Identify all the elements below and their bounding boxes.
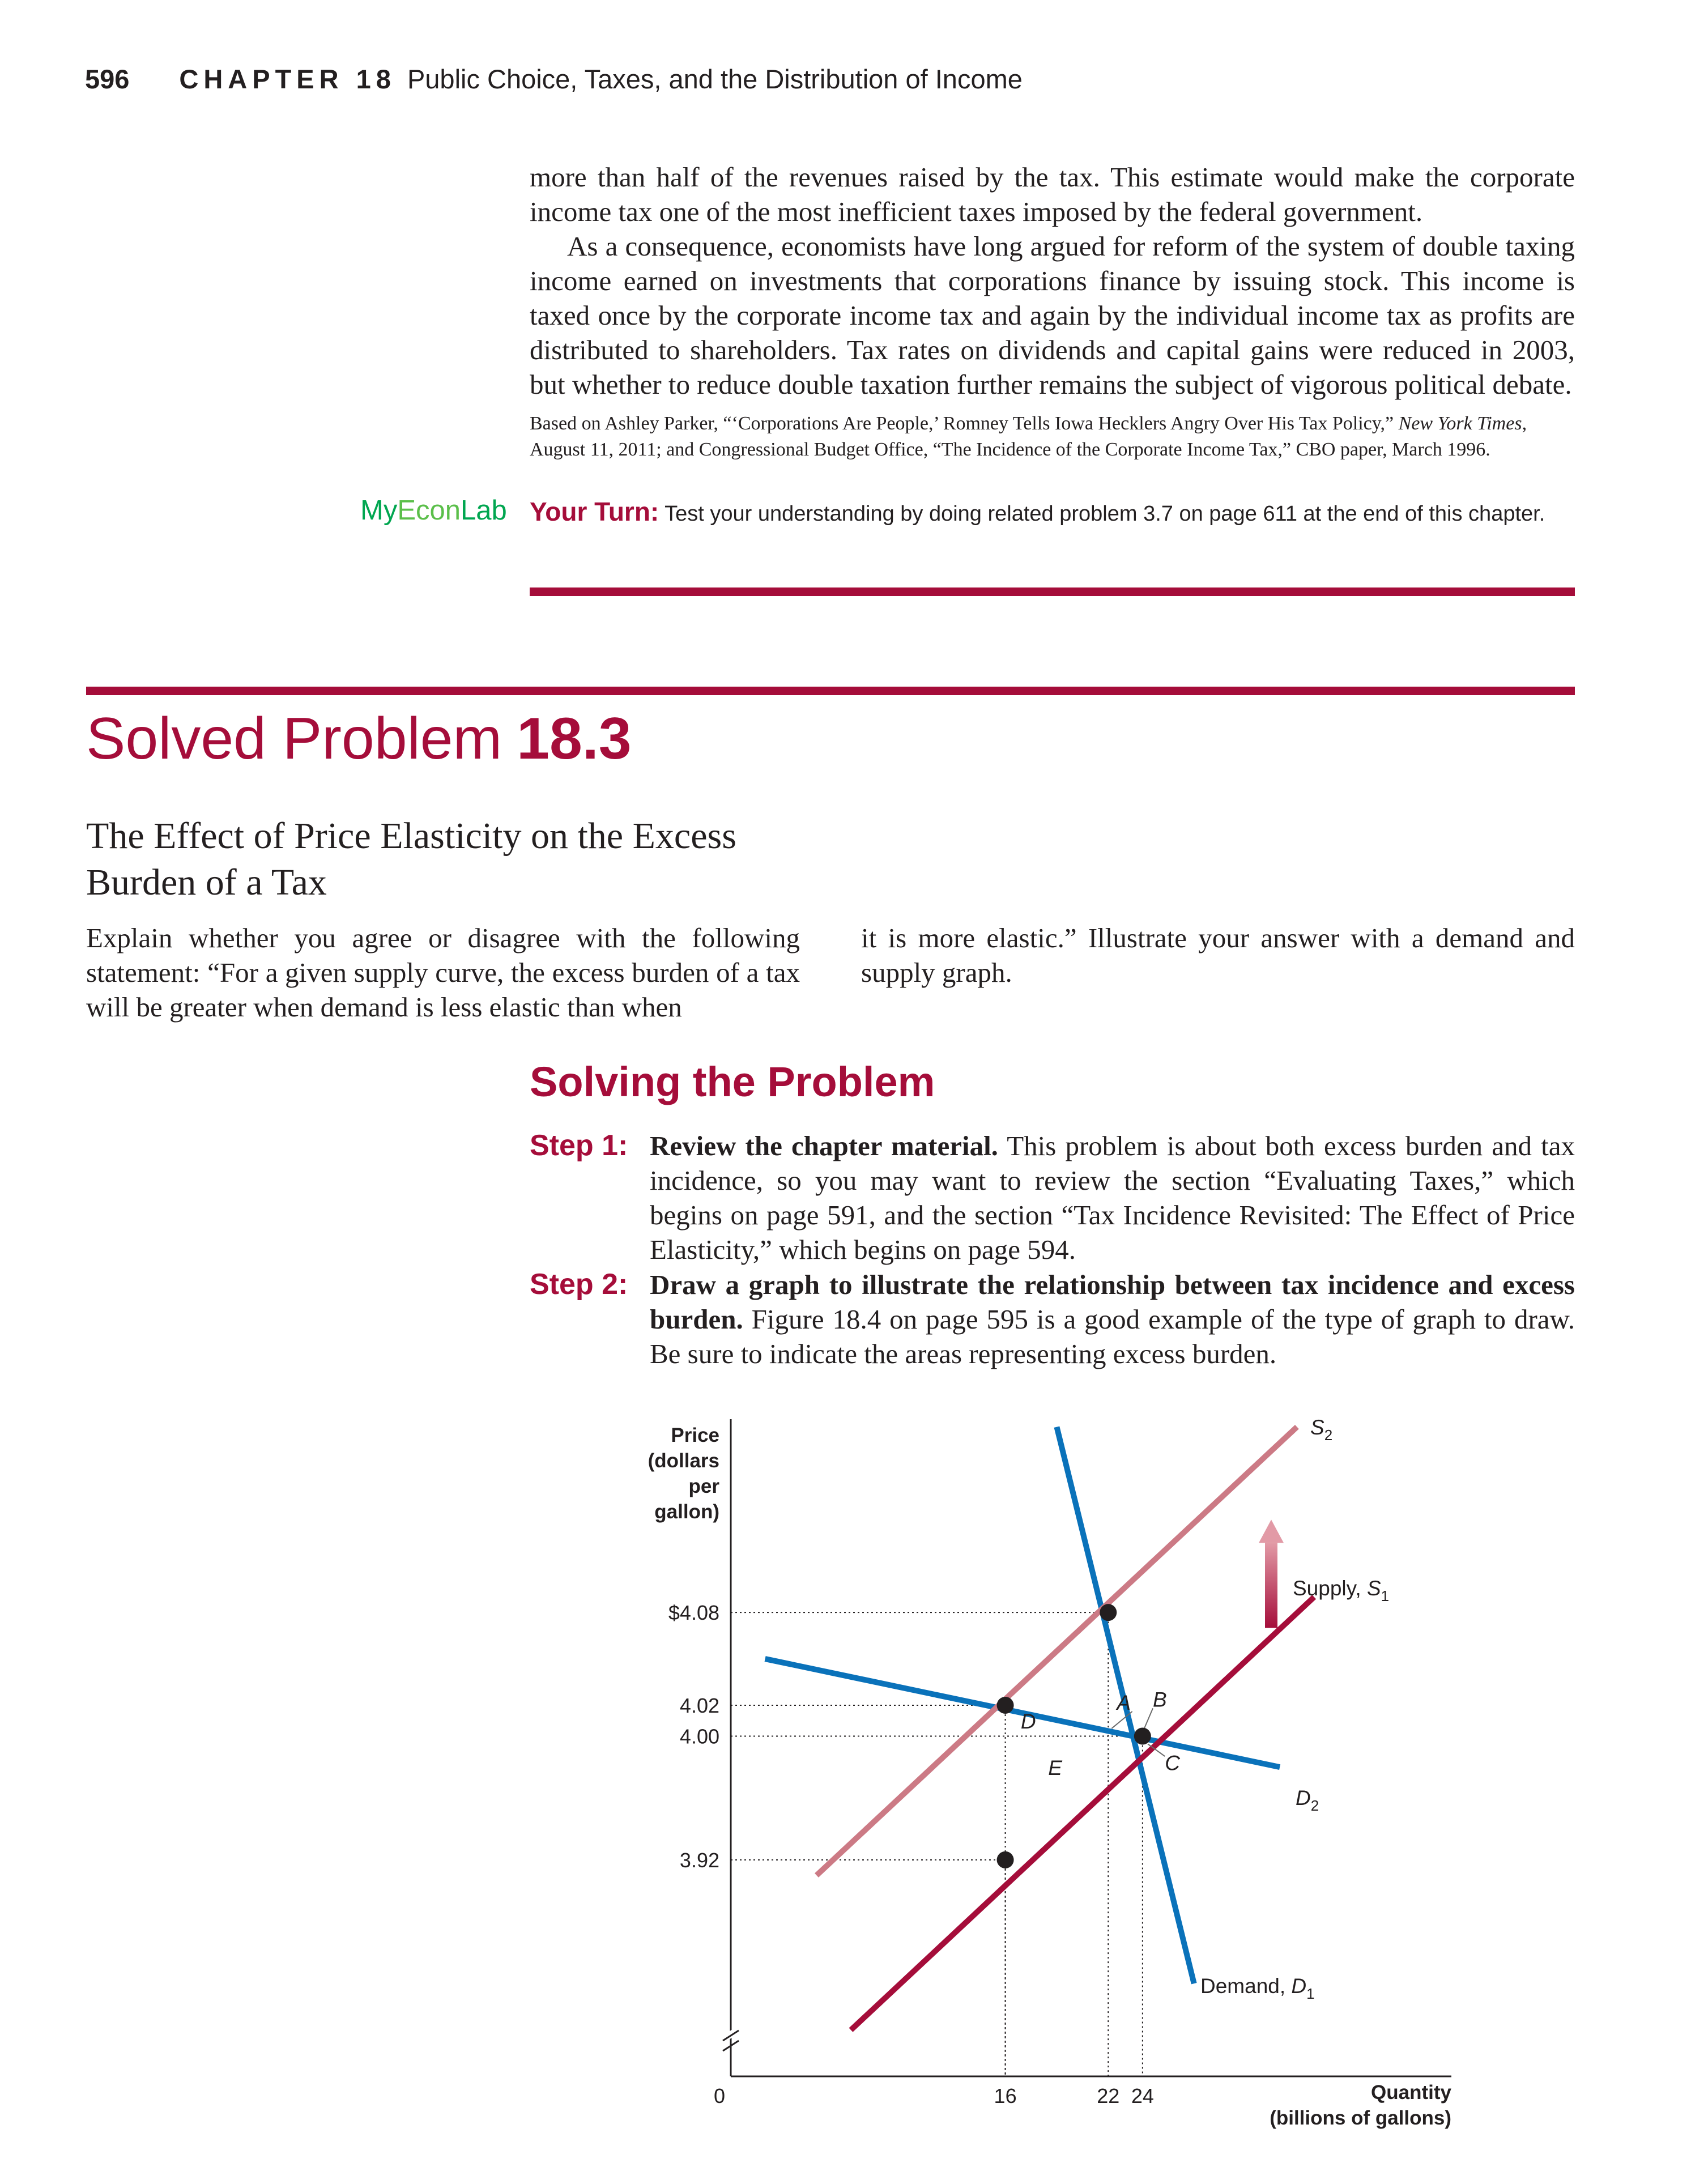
axis-break-mark xyxy=(722,2029,739,2042)
curve-D1 xyxy=(1054,1426,1197,1985)
myeconlab-logo: MyEconLab xyxy=(360,495,507,526)
logo-econ: Econ xyxy=(397,495,461,526)
intro-paragraph-2: As a consequence, economists have long a… xyxy=(530,231,1575,400)
y-tick-label: 4.00 xyxy=(680,1725,719,1748)
step-1-label: Step 1: xyxy=(530,1129,628,1162)
x-tick-label: 16 xyxy=(994,2084,1017,2108)
chapter-title: Public Choice, Taxes, and the Distributi… xyxy=(407,64,1023,94)
origin-label: 0 xyxy=(714,2084,725,2108)
y-tick-label: $4.08 xyxy=(668,1601,719,1624)
step-2-label: Step 2: xyxy=(530,1268,628,1301)
intro-text: more than half of the revenues raised by… xyxy=(530,160,1575,402)
source-newspaper: New York Times xyxy=(1398,413,1522,434)
equilibrium-point xyxy=(996,1696,1014,1714)
step-2-text: Draw a graph to illustrate the relations… xyxy=(650,1267,1575,1371)
y-axis-label-line: per xyxy=(689,1475,720,1497)
curve-S1 xyxy=(849,1595,1317,2032)
source-text-a: Based on Ashley Parker, “‘Corporations A… xyxy=(530,413,1399,434)
section-divider xyxy=(530,587,1575,596)
page-number: 596 xyxy=(85,64,130,94)
area-label-C: C xyxy=(1165,1752,1180,1775)
solved-problem-number: 18.3 xyxy=(517,706,632,772)
running-header: 596 CHAPTER 18 Public Choice, Taxes, and t… xyxy=(85,63,1023,95)
tax-shift-arrow-shaft xyxy=(1265,1543,1277,1628)
step-1-text: Review the chapter material. This proble… xyxy=(650,1129,1575,1267)
your-turn-lead: Your Turn: xyxy=(530,497,659,526)
your-turn-box: Your Turn: Test your understanding by do… xyxy=(530,496,1578,529)
chapter-label: CHAPTER 18 xyxy=(179,64,396,94)
x-axis-label-line: (billions of gallons) xyxy=(1270,2107,1451,2129)
y-axis-label-line: (dollars xyxy=(648,1450,719,1472)
area-label-E: E xyxy=(1048,1756,1063,1779)
area-label-D: D xyxy=(1021,1710,1036,1733)
equilibrium-point xyxy=(1134,1727,1151,1745)
logo-my: My xyxy=(360,495,398,526)
your-turn-text: Test your understanding by doing related… xyxy=(659,502,1545,526)
curve-label-D1: Demand, D1 xyxy=(1200,1974,1315,2002)
solved-problem-label: Solved Problem xyxy=(86,706,502,772)
source-text-b: , August 11, 2011; and Congressional Bud… xyxy=(530,413,1527,460)
tax-shift-arrow-head xyxy=(1259,1519,1284,1543)
solved-problem-subtitle: The Effect of Price Elasticity on the Ex… xyxy=(86,815,736,903)
area-pointer-C xyxy=(1147,1743,1165,1757)
y-axis-label-line: Price xyxy=(671,1424,719,1446)
step-2: Step 2: Draw a graph to illustrate the r… xyxy=(530,1267,1575,1381)
step-1: Step 1: Review the chapter material. Thi… xyxy=(530,1129,1575,1270)
area-label-B: B xyxy=(1153,1688,1167,1712)
x-axis-label-line: Quantity xyxy=(1371,2081,1451,2104)
step-1-body: This problem is about both excess burden… xyxy=(650,1130,1575,1265)
x-tick-label: 22 xyxy=(1097,2084,1119,2108)
area-pointer-A xyxy=(1111,1711,1133,1729)
step-2-bold: Draw a graph to illustrate the relations… xyxy=(650,1269,1575,1335)
y-axis-label-line: gallon) xyxy=(654,1501,719,1523)
step-1-bold: Review the chapter material. xyxy=(650,1130,998,1161)
curve-label-S1: Supply, S1 xyxy=(1293,1577,1389,1604)
source-citation: Based on Ashley Parker, “‘Corporations A… xyxy=(530,411,1575,463)
area-pointer-B xyxy=(1143,1708,1153,1729)
solving-heading: Solving the Problem xyxy=(530,1058,935,1105)
equilibrium-point xyxy=(996,1851,1014,1868)
curve-label-D2: D2 xyxy=(1296,1786,1319,1814)
y-tick-label: 4.02 xyxy=(680,1694,719,1717)
y-tick-label: 3.92 xyxy=(680,1849,719,1872)
axis-break-mark xyxy=(722,2040,739,2052)
axis-break-gap xyxy=(721,2026,741,2043)
x-tick-label: 24 xyxy=(1131,2084,1154,2108)
area-label-A: A xyxy=(1115,1691,1131,1714)
logo-lab: Lab xyxy=(461,495,507,526)
solved-problem-title: Solved Problem 18.3 xyxy=(86,705,632,773)
problem-statement-right: it is more elastic.” Illustrate your ans… xyxy=(861,922,1575,988)
problem-statement-left: Explain whether you agree or disagree wi… xyxy=(86,922,800,1023)
intro-paragraph-1: more than half of the revenues raised by… xyxy=(530,161,1575,227)
solved-problem-rule xyxy=(86,687,1575,695)
curve-label-S2: S2 xyxy=(1310,1416,1332,1444)
curve-D2 xyxy=(764,1656,1281,1770)
curve-S2 xyxy=(815,1424,1299,1878)
equilibrium-point xyxy=(1100,1604,1117,1621)
step-2-body: Figure 18.4 on page 595 is a good exampl… xyxy=(650,1304,1575,1369)
